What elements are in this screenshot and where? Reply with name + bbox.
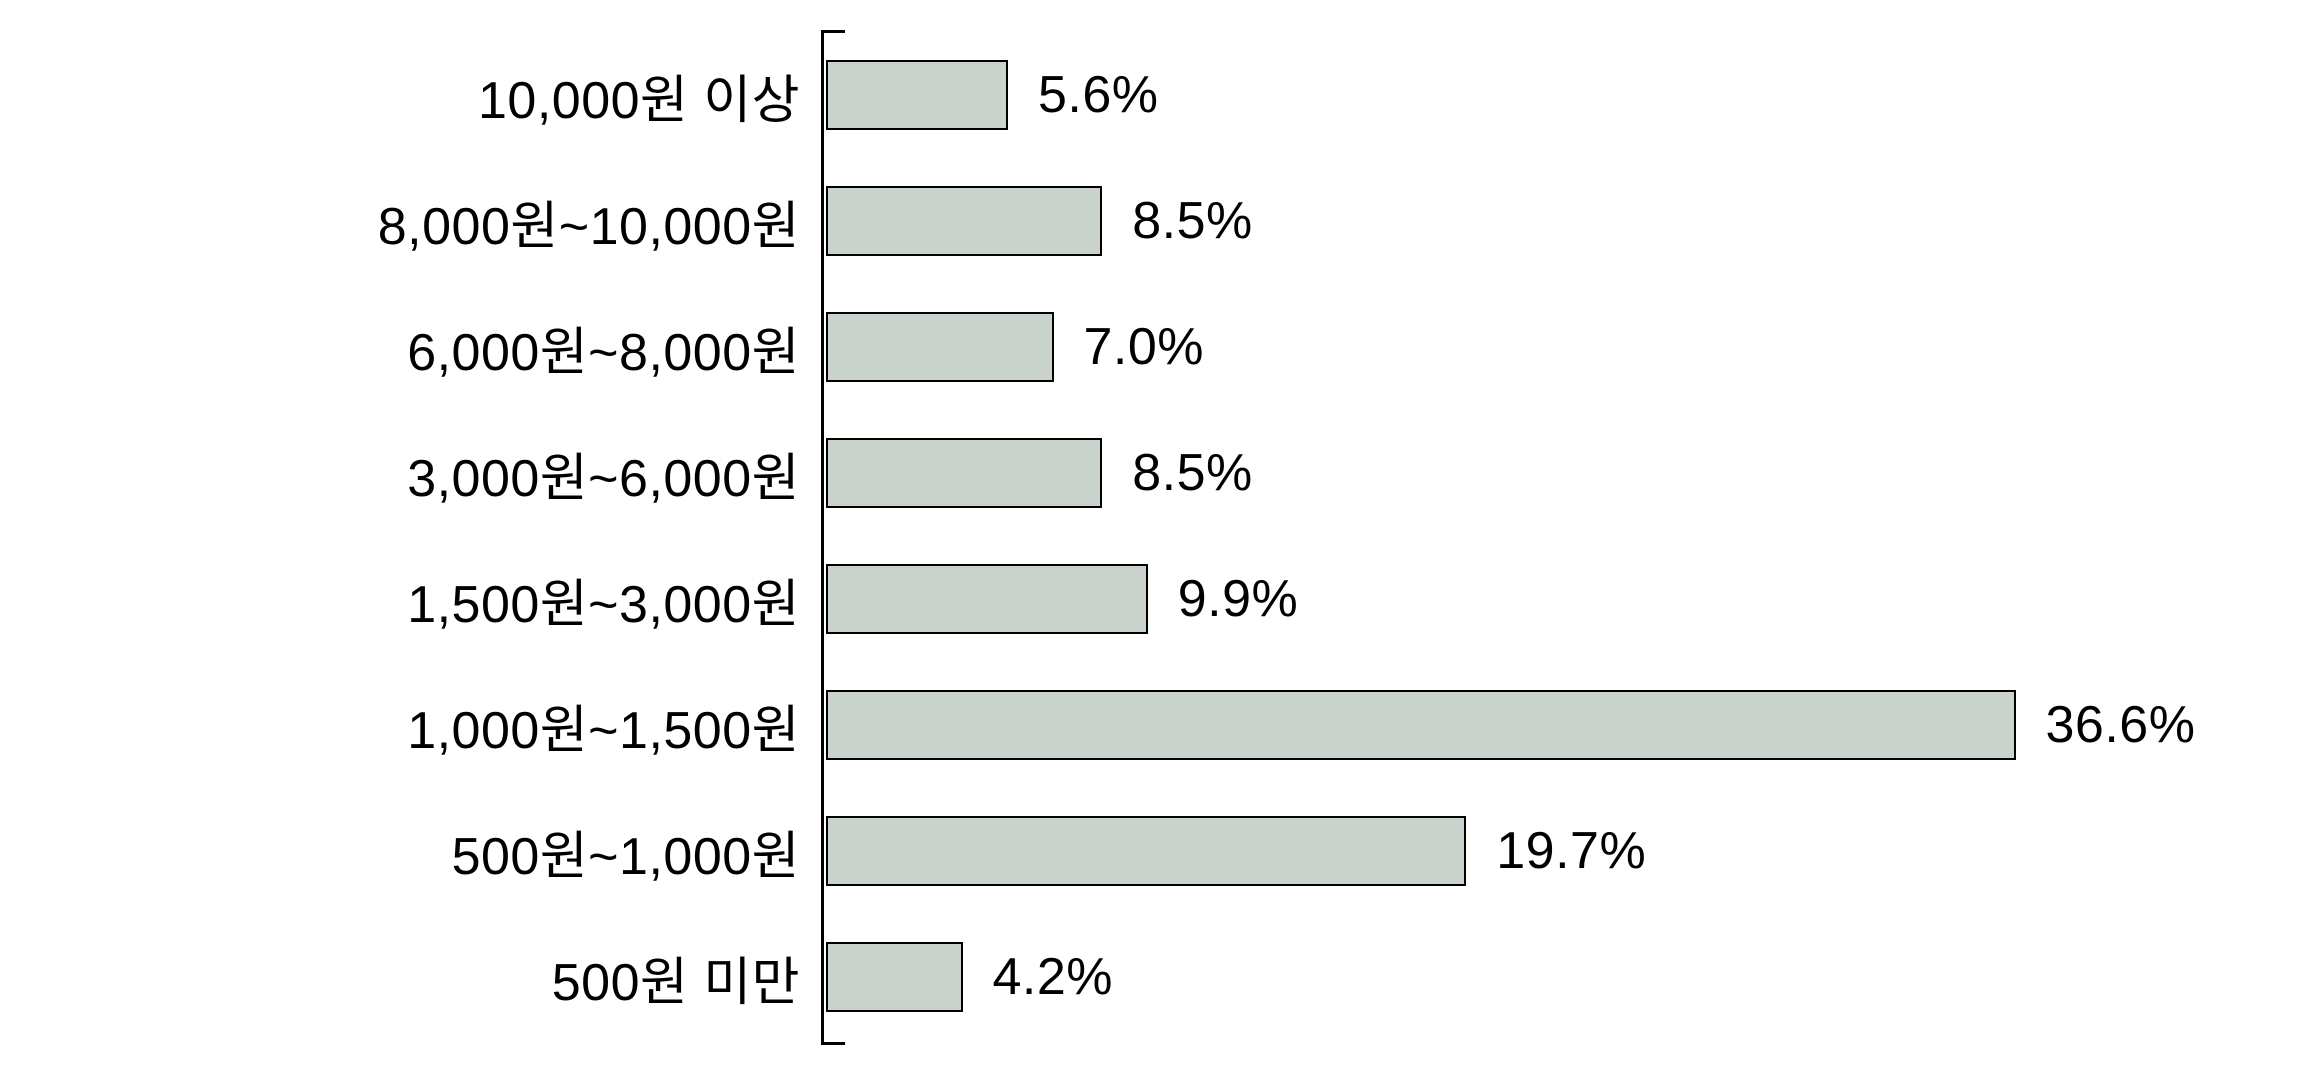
chart-row: 1,000원~1,500원 36.6% <box>50 690 2250 760</box>
chart-row: 500원 미만 4.2% <box>50 942 2250 1012</box>
value-label: 8.5% <box>1132 443 1253 503</box>
bar <box>826 690 2016 760</box>
category-label: 500원~1,000원 <box>452 814 800 889</box>
value-label: 8.5% <box>1132 191 1253 251</box>
y-axis-tick-top <box>821 30 845 33</box>
category-label: 3,000원~6,000원 <box>407 436 800 511</box>
value-label: 36.6% <box>2046 695 2196 755</box>
category-label: 1,500원~3,000원 <box>407 562 800 637</box>
value-label: 4.2% <box>993 947 1114 1007</box>
chart-row: 1,500원~3,000원 9.9% <box>50 564 2250 634</box>
category-label: 8,000원~10,000원 <box>378 184 800 259</box>
value-label: 5.6% <box>1038 65 1159 125</box>
value-label: 19.7% <box>1496 821 1646 881</box>
bar <box>826 564 1148 634</box>
chart-row: 500원~1,000원 19.7% <box>50 816 2250 886</box>
bar <box>826 186 1102 256</box>
bar <box>826 816 1466 886</box>
category-label: 500원 미만 <box>552 940 800 1015</box>
bar <box>826 60 1008 130</box>
bar <box>826 942 963 1012</box>
bar <box>826 312 1054 382</box>
category-label: 1,000원~1,500원 <box>407 688 800 763</box>
chart-row: 3,000원~6,000원 8.5% <box>50 438 2250 508</box>
y-axis-tick-bottom <box>821 1042 845 1045</box>
horizontal-bar-chart: 10,000원 이상 5.6% 8,000원~10,000원 8.5% 6,000원~8… <box>50 30 2250 1050</box>
y-axis-line <box>821 30 824 1045</box>
value-label: 9.9% <box>1178 569 1299 629</box>
chart-row: 6,000원~8,000원 7.0% <box>50 312 2250 382</box>
bar <box>826 438 1102 508</box>
chart-row: 10,000원 이상 5.6% <box>50 60 2250 130</box>
chart-row: 8,000원~10,000원 8.5% <box>50 186 2250 256</box>
category-label: 10,000원 이상 <box>478 58 800 133</box>
category-label: 6,000원~8,000원 <box>407 310 800 385</box>
value-label: 7.0% <box>1084 317 1205 377</box>
